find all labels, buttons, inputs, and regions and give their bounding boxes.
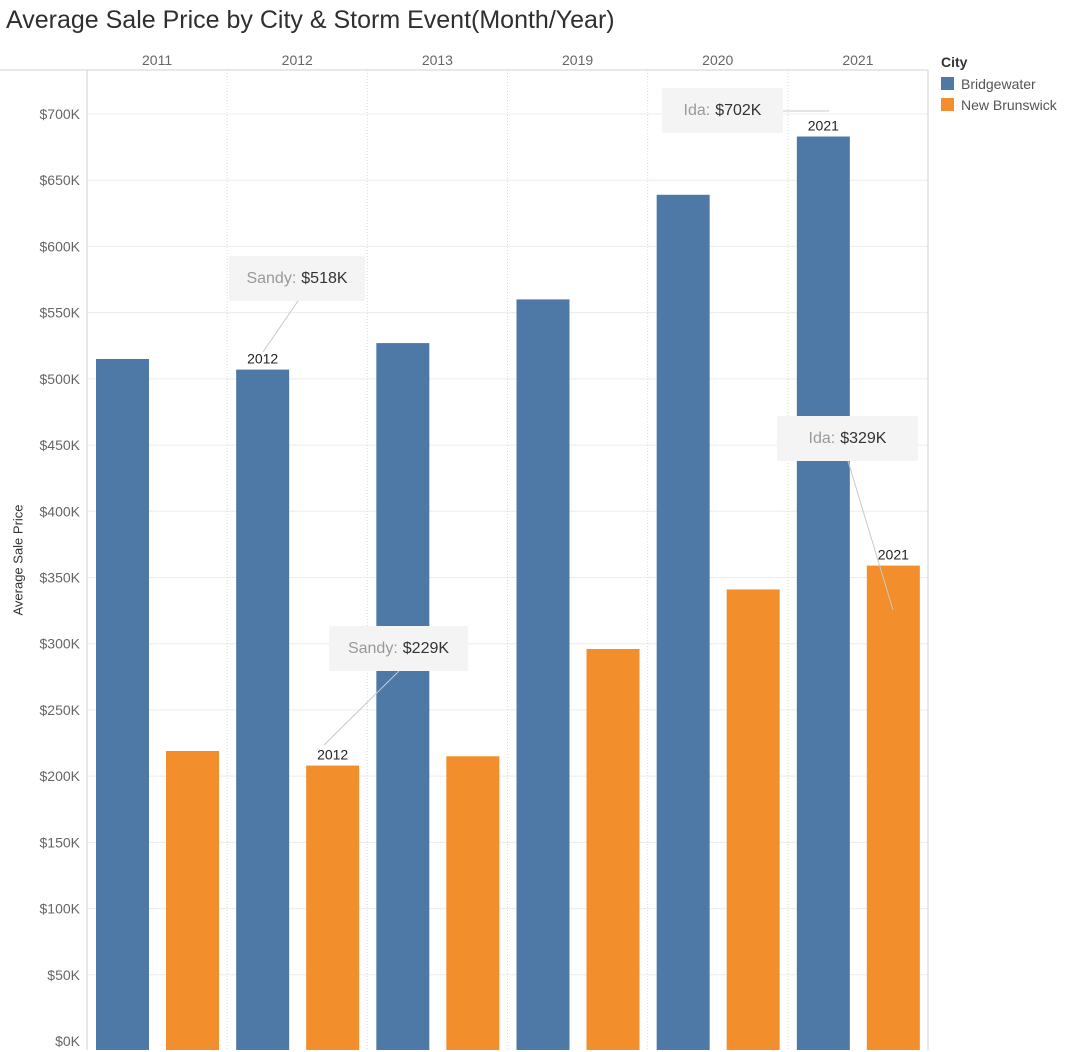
annotation-value: $329K bbox=[840, 429, 887, 447]
annotation-label: Sandy: bbox=[347, 639, 398, 657]
y-tick-label: $450K bbox=[40, 437, 81, 453]
bar-bridgewater-2020 bbox=[656, 194, 710, 1050]
bar-bridgewater-2012 bbox=[236, 369, 290, 1050]
annotation-ida-new-brunswick: Ida: $329K bbox=[777, 416, 918, 461]
y-tick-label: $150K bbox=[40, 834, 81, 850]
annotation-value: $229K bbox=[402, 639, 450, 657]
x-category-label: 2012 bbox=[282, 52, 313, 68]
y-tick-label: $200K bbox=[40, 768, 81, 784]
y-tick-label: $400K bbox=[40, 503, 81, 519]
bar-new-brunswick-2012 bbox=[306, 765, 360, 1050]
legend-item-new-brunswick[interactable]: New Brunswick bbox=[941, 94, 1057, 115]
annotation-ida-bridgewater: Ida: $702K bbox=[662, 88, 783, 133]
mark-label: 2021 bbox=[808, 118, 839, 134]
legend-label-bridgewater: Bridgewater bbox=[961, 75, 1036, 92]
chart-title: Average Sale Price by City & Storm Event… bbox=[6, 6, 615, 34]
y-tick-label: $350K bbox=[40, 570, 81, 586]
annotation-label: Ida: bbox=[683, 101, 711, 119]
annotation-leader-line bbox=[323, 670, 400, 746]
annotation-label: Ida: bbox=[808, 429, 836, 447]
annotation-leader-line bbox=[262, 300, 299, 353]
bar-bridgewater-2013 bbox=[376, 343, 430, 1050]
annotation-sandy-bridgewater: Sandy: $518K bbox=[229, 256, 365, 301]
legend-label-new-brunswick: New Brunswick bbox=[961, 96, 1057, 113]
y-tick-label: $50K bbox=[47, 967, 80, 983]
x-category-label: 2011 bbox=[142, 52, 172, 68]
x-category-label: 2021 bbox=[842, 52, 873, 68]
mark-label: 2012 bbox=[317, 747, 348, 763]
annotation-value: $518K bbox=[301, 269, 348, 287]
y-axis-label: Average Sale Price bbox=[10, 504, 26, 616]
bar-bridgewater-2019 bbox=[516, 299, 570, 1050]
mark-label: 2012 bbox=[247, 351, 278, 367]
legend-swatch-new-brunswick bbox=[941, 98, 954, 111]
bar-new-brunswick-2013 bbox=[446, 756, 500, 1050]
y-tick-label: $550K bbox=[40, 305, 81, 321]
x-category-label: 2019 bbox=[562, 52, 593, 68]
y-tick-label: $300K bbox=[40, 636, 81, 652]
annotation-label: Sandy: bbox=[246, 269, 297, 287]
y-tick-label: $0K bbox=[55, 1033, 81, 1049]
bar-new-brunswick-2011 bbox=[166, 750, 219, 1050]
y-tick-label: $650K bbox=[40, 172, 81, 188]
bar-new-brunswick-2019 bbox=[586, 649, 640, 1050]
y-tick-label: $600K bbox=[40, 238, 81, 254]
bar-bridgewater-2021 bbox=[796, 136, 850, 1050]
legend: City Bridgewater New Brunswick bbox=[941, 54, 1057, 115]
y-tick-label: $700K bbox=[40, 106, 81, 122]
x-category-label: 2020 bbox=[702, 52, 733, 68]
annotation-leader-line bbox=[847, 460, 894, 611]
mark-label: 2021 bbox=[878, 547, 909, 563]
annotation-value: $702K bbox=[715, 101, 762, 119]
y-tick-label: $250K bbox=[40, 702, 81, 718]
legend-item-bridgewater[interactable]: Bridgewater bbox=[941, 73, 1057, 94]
legend-title: City bbox=[941, 54, 968, 70]
bar-bridgewater-2011 bbox=[96, 358, 149, 1050]
annotation-sandy-new-brunswick: Sandy: $229K bbox=[329, 626, 468, 671]
legend-swatch-bridgewater bbox=[941, 77, 954, 90]
y-tick-label: $100K bbox=[40, 901, 81, 917]
bar-new-brunswick-2020 bbox=[726, 589, 780, 1050]
bar-new-brunswick-2021 bbox=[866, 565, 920, 1050]
y-tick-label: $500K bbox=[40, 371, 81, 387]
x-category-label: 2013 bbox=[422, 52, 453, 68]
